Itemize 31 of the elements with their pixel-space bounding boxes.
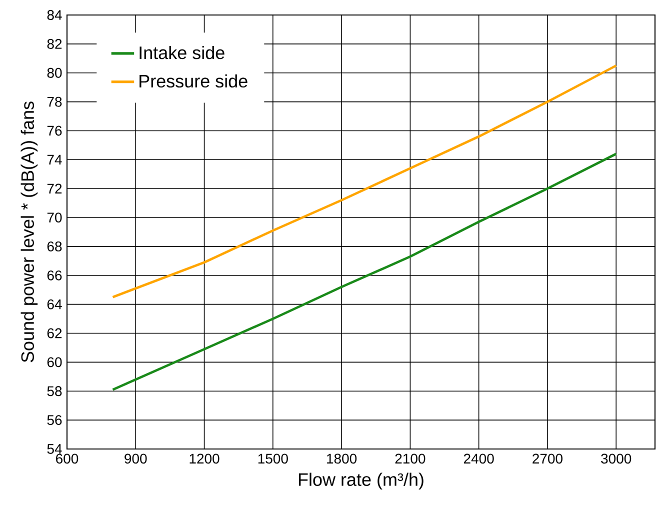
x-tick-label: 3000: [601, 454, 632, 464]
y-tick-label: 82: [47, 38, 62, 49]
x-axis-title: Flow rate (m³/h): [298, 472, 424, 490]
x-tick-label: 2100: [395, 454, 426, 464]
y-tick-label: 80: [47, 68, 62, 78]
y-tick-label: 64: [47, 299, 62, 310]
y-tick-label: 66: [47, 270, 62, 280]
x-tick-label: 2400: [464, 454, 494, 464]
line-series: [112, 152, 618, 391]
y-tick-label: 74: [47, 154, 62, 164]
y-tick-label: 60: [47, 357, 62, 368]
y-axis-title: Sound power level * (dB(A)) fans: [20, 102, 38, 362]
y-tick-label: 76: [47, 126, 62, 136]
y-tick-label: 70: [47, 212, 62, 222]
x-tick-label: 600: [56, 454, 78, 464]
legend-label: Intake side: [140, 46, 224, 60]
y-tick-label: 84: [47, 10, 62, 20]
x-tick-label: 2700: [532, 454, 562, 464]
x-tick-label: 900: [124, 454, 147, 464]
y-tick-label: 56: [47, 415, 62, 426]
y-tick-label: 62: [47, 328, 62, 338]
x-tick-label: 1200: [190, 454, 220, 464]
legend-label: Pressure side: [140, 74, 248, 88]
line-series: [112, 64, 618, 298]
x-tick-label: 1500: [258, 454, 288, 464]
y-tick-label: 68: [47, 242, 62, 252]
y-tick-label: 54: [47, 444, 62, 454]
x-tick-label: 1800: [327, 454, 357, 464]
y-tick-label: 78: [47, 96, 62, 107]
y-tick-label: 58: [47, 386, 62, 396]
y-tick-label: 72: [47, 184, 62, 194]
